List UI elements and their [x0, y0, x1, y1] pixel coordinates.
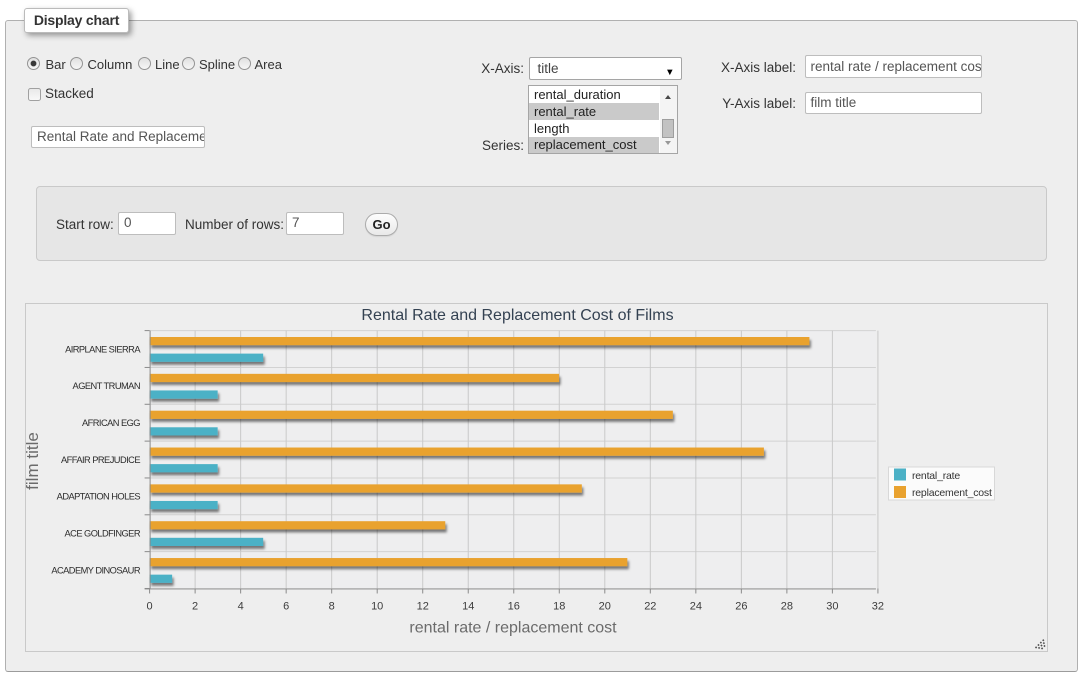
svg-text:ACADEMY DINOSAUR: ACADEMY DINOSAUR	[51, 565, 140, 575]
svg-text:rental rate / replacement cost: rental rate / replacement cost	[409, 620, 617, 637]
svg-text:4: 4	[238, 601, 244, 613]
svg-text:8: 8	[329, 601, 335, 613]
svg-text:22: 22	[644, 601, 656, 613]
svg-text:10: 10	[371, 601, 383, 613]
svg-text:32: 32	[872, 601, 884, 613]
svg-text:replacement_cost: replacement_cost	[912, 487, 992, 499]
svg-text:AGENT TRUMAN: AGENT TRUMAN	[73, 381, 140, 391]
svg-text:ACE GOLDFINGER: ACE GOLDFINGER	[65, 529, 141, 539]
svg-text:AIRPLANE SIERRA: AIRPLANE SIERRA	[65, 344, 141, 354]
svg-text:20: 20	[599, 601, 611, 613]
svg-text:AFFAIR PREJUDICE: AFFAIR PREJUDICE	[61, 455, 140, 465]
svg-text:Rental Rate and Replacement Co: Rental Rate and Replacement Cost of Film…	[361, 307, 673, 324]
svg-text:film title: film title	[25, 432, 42, 490]
svg-text:30: 30	[826, 601, 838, 613]
svg-text:12: 12	[417, 601, 429, 613]
svg-text:18: 18	[553, 601, 565, 613]
svg-text:28: 28	[781, 601, 793, 613]
svg-text:16: 16	[508, 601, 520, 613]
svg-text:rental_rate: rental_rate	[912, 470, 960, 482]
svg-text:0: 0	[147, 601, 153, 613]
svg-text:AFRICAN EGG: AFRICAN EGG	[82, 418, 140, 428]
svg-text:26: 26	[735, 601, 747, 613]
svg-text:24: 24	[690, 601, 702, 613]
svg-text:6: 6	[283, 601, 289, 613]
svg-text:14: 14	[462, 601, 474, 613]
svg-text:ADAPTATION HOLES: ADAPTATION HOLES	[57, 492, 141, 502]
svg-text:2: 2	[192, 601, 198, 613]
